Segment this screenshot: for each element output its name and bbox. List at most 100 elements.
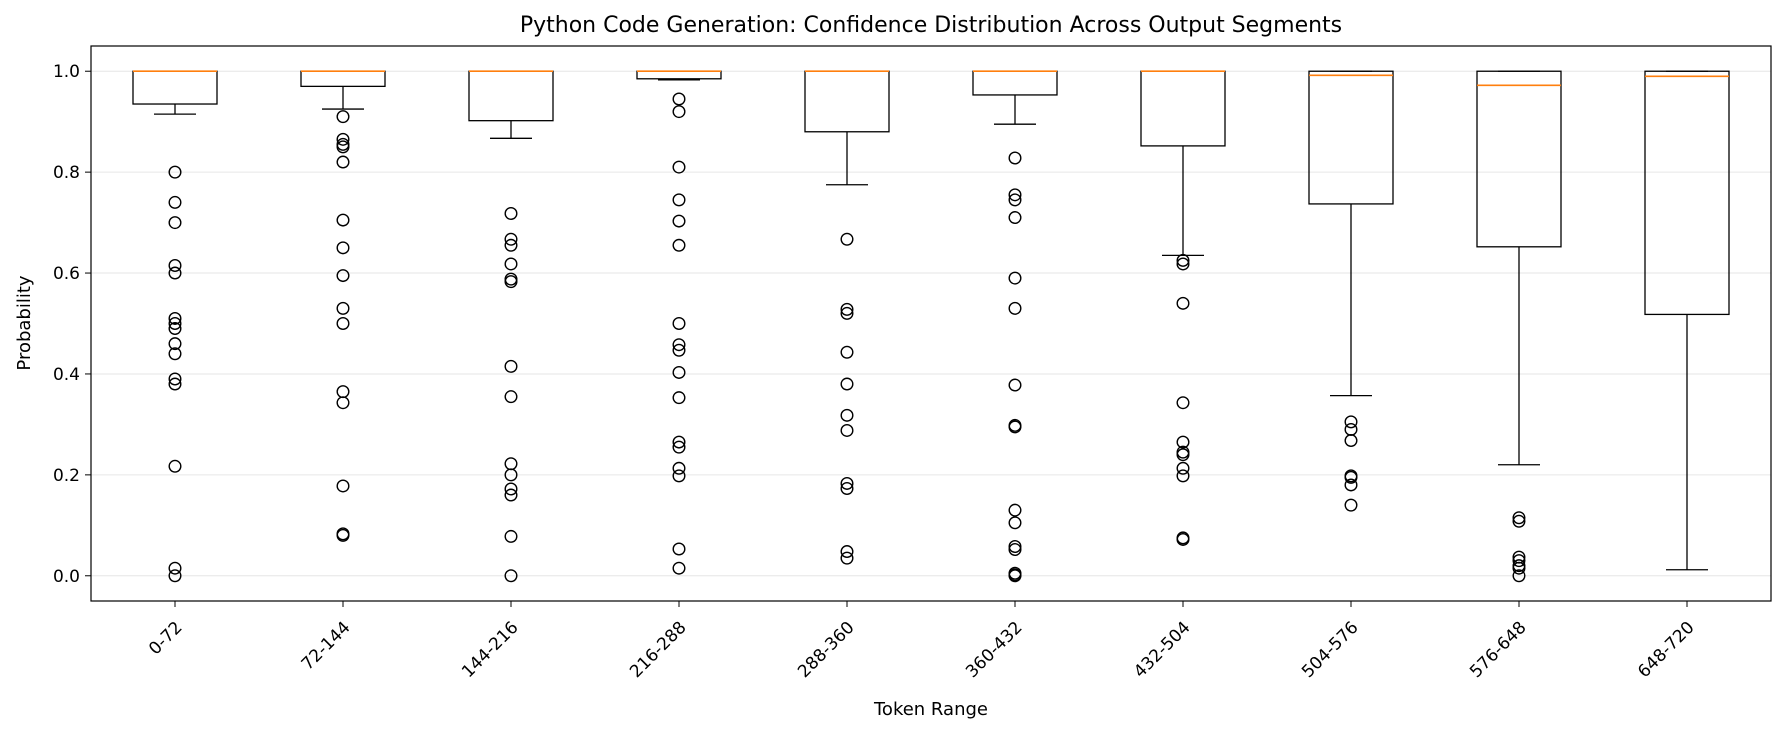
outlier-point [1008, 378, 1022, 392]
outlier-point [168, 311, 182, 325]
outlier-point [672, 343, 686, 357]
outlier-point [840, 306, 854, 320]
box-iqr [132, 70, 218, 105]
outlier-point [672, 440, 686, 454]
y-tick-label: 1.0 [53, 62, 80, 82]
outlier-point [336, 155, 350, 169]
outlier-point [336, 241, 350, 255]
outlier-point [504, 569, 518, 583]
outlier-point [504, 488, 518, 502]
x-tick-label: 144-216 [458, 618, 522, 682]
outlier-point [1176, 253, 1190, 267]
outlier-point [168, 165, 182, 179]
outlier-point [1176, 532, 1190, 546]
outlier-point [1008, 543, 1022, 557]
outlier-point [1512, 514, 1526, 528]
outlier-point [840, 232, 854, 246]
outlier-point [672, 365, 686, 379]
box-504-576 [1308, 70, 1394, 512]
plot-area-frame [90, 45, 1772, 602]
outlier-point [336, 528, 350, 542]
outlier-point [504, 529, 518, 543]
outlier-point [336, 479, 350, 493]
outlier-point [672, 391, 686, 405]
outlier-point [1008, 151, 1022, 165]
outlier-point [168, 322, 182, 336]
outlier-point [672, 317, 686, 331]
outlier-point [336, 140, 350, 154]
outlier-point [672, 338, 686, 352]
outlier-point [672, 105, 686, 119]
outlier-point [1176, 296, 1190, 310]
outlier-point [1008, 188, 1022, 202]
box-iqr [1644, 70, 1730, 316]
outlier-point [1176, 435, 1190, 449]
y-tick-label: 0.6 [53, 264, 80, 284]
outlier-point [840, 377, 854, 391]
outlier-point [168, 216, 182, 230]
outlier-point [672, 238, 686, 252]
outlier-point [1008, 301, 1022, 315]
x-tick-label: 216-288 [626, 618, 690, 682]
outlier-point [1344, 415, 1358, 429]
box-432-504 [1140, 70, 1226, 546]
outlier-point [672, 542, 686, 556]
box-layer [132, 70, 1730, 583]
outlier-point [1512, 554, 1526, 568]
outlier-point [504, 457, 518, 471]
outlier-point [672, 561, 686, 575]
x-tick-label: 432-504 [1130, 618, 1194, 682]
outlier-point [1176, 396, 1190, 410]
outlier-point [168, 459, 182, 473]
outlier-point [840, 423, 854, 437]
outlier-point [168, 347, 182, 361]
outlier-point [1344, 478, 1358, 492]
box-iqr [300, 70, 386, 88]
outlier-point [1008, 271, 1022, 285]
outlier-point [504, 272, 518, 286]
outlier-point [1008, 569, 1022, 583]
outlier-point [840, 408, 854, 422]
outlier-point [1008, 211, 1022, 225]
x-tick-label: 576-648 [1466, 618, 1530, 682]
outlier-point [840, 476, 854, 490]
outlier-point [1344, 498, 1358, 512]
outlier-point [336, 301, 350, 315]
y-tick-layer: 0.0 0.2 0.4 0.6 0.8 1.0 [53, 62, 91, 587]
box-648-720 [1644, 70, 1730, 571]
outlier-point [504, 275, 518, 289]
box-360-432 [972, 70, 1058, 583]
outlier-point [336, 110, 350, 124]
outlier-point [1512, 511, 1526, 525]
outlier-point [672, 92, 686, 106]
box-576-648 [1476, 70, 1562, 583]
x-tick-layer: 0-72 72-144 144-216 216-288 288-360 360-432 43… [145, 601, 1699, 682]
outlier-point [168, 337, 182, 351]
chart-title: Python Code Generation: Confidence Distr… [520, 13, 1342, 38]
outlier-point [1344, 422, 1358, 436]
outlier-point [168, 195, 182, 209]
outlier-point [336, 269, 350, 283]
outlier-point [840, 551, 854, 565]
outlier-point [168, 258, 182, 272]
box-iqr [804, 70, 890, 133]
outlier-point [168, 266, 182, 280]
box-216-288 [636, 70, 722, 575]
y-axis-label: Probability [14, 275, 35, 370]
box-72-144 [300, 70, 386, 542]
outlier-point [1512, 569, 1526, 583]
outlier-point [168, 561, 182, 575]
outlier-point [168, 569, 182, 583]
x-tick-label: 72-144 [298, 618, 355, 675]
outlier-point [840, 345, 854, 359]
outlier-point [336, 213, 350, 227]
outlier-point [504, 232, 518, 246]
outlier-point [672, 469, 686, 483]
outlier-point [672, 435, 686, 449]
outlier-point [672, 461, 686, 475]
x-tick-label: 504-576 [1298, 618, 1362, 682]
outlier-point [1176, 461, 1190, 475]
outlier-point [1176, 448, 1190, 462]
box-iqr [1308, 70, 1394, 205]
